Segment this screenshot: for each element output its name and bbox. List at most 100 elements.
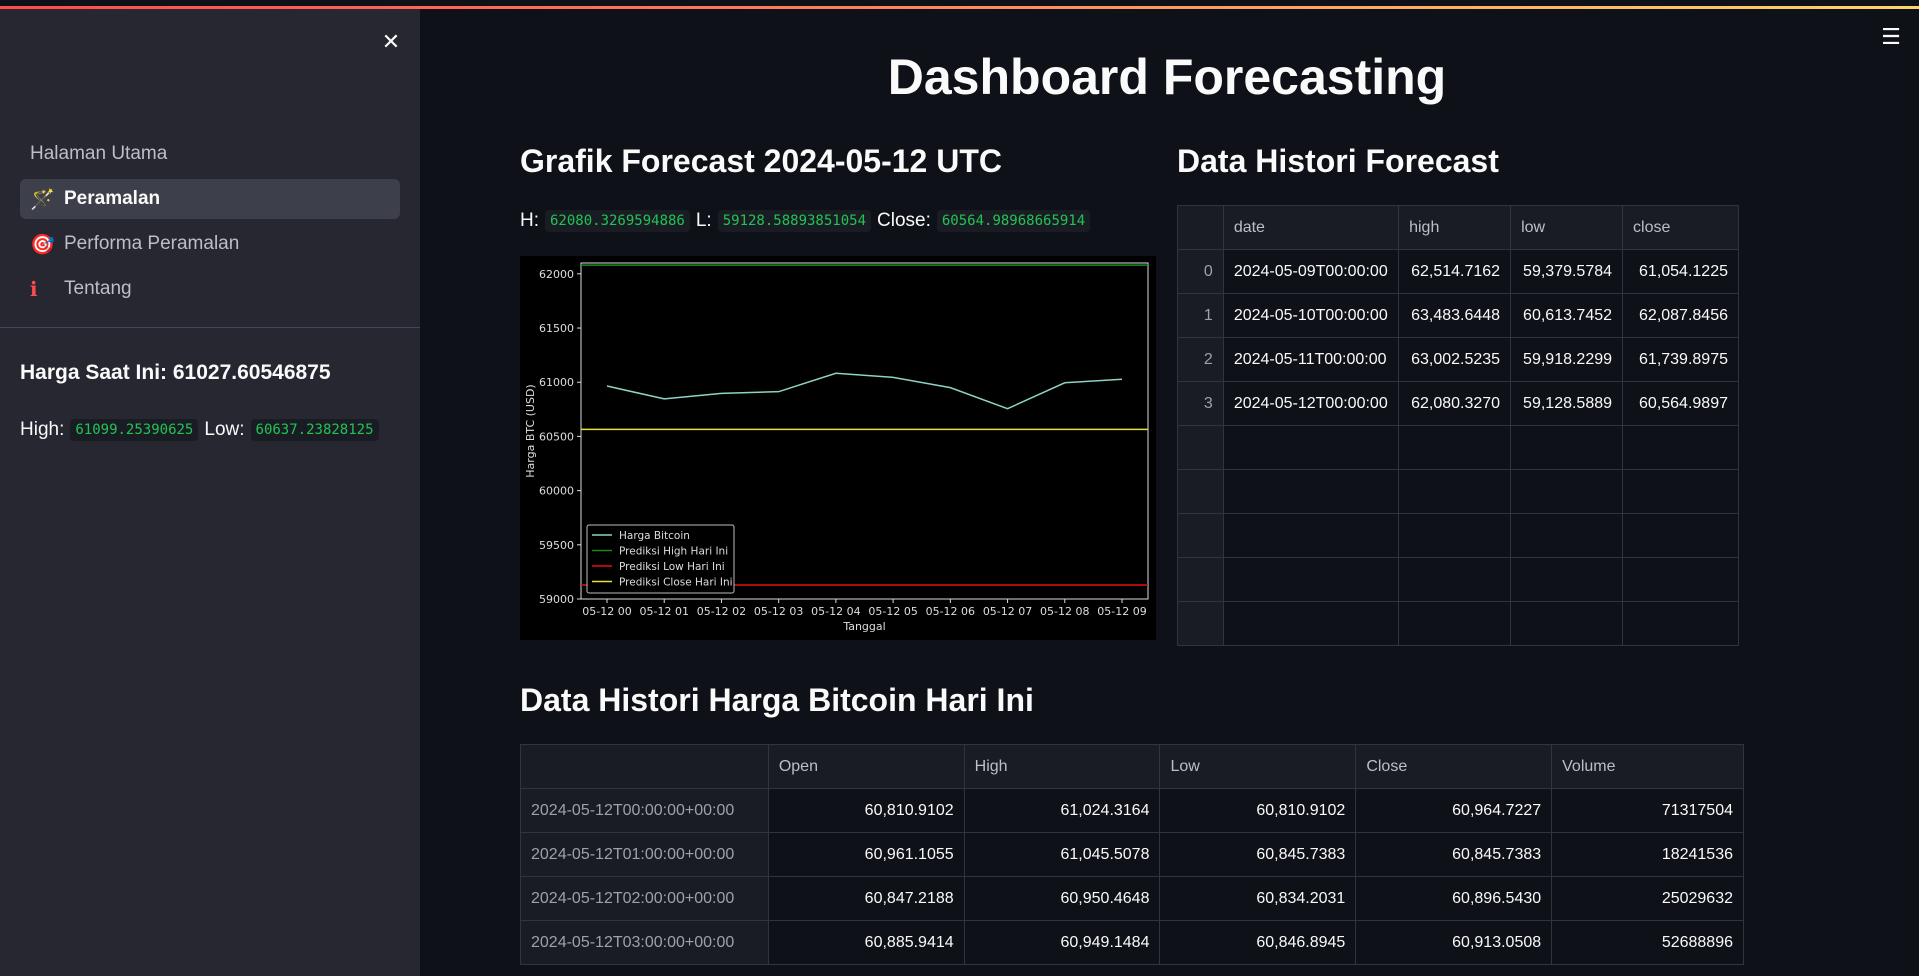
row-index: 2 [1177, 337, 1224, 382]
series-line-harga-bitcoin [606, 372, 1123, 410]
table-cell[interactable]: 61,045.5078 [963, 832, 1161, 877]
table-cell[interactable]: 60,564.9897 [1622, 381, 1739, 426]
empty-row [1177, 513, 1739, 558]
table-cell[interactable]: 62,087.8456 [1622, 293, 1739, 338]
x-tick-label: 05-12 04 [811, 605, 860, 618]
table-cell[interactable]: 60,949.1484 [963, 920, 1161, 965]
price-history-table: Open High Low Close Volume 2024-05-12T00… [520, 744, 1744, 965]
x-tick-label: 05-12 07 [983, 605, 1032, 618]
empty-row [1177, 469, 1739, 514]
empty-cell [1222, 425, 1400, 470]
column-header[interactable]: close [1622, 205, 1739, 250]
column-header[interactable] [1177, 205, 1224, 250]
table-cell[interactable]: 59,379.5784 [1510, 249, 1624, 294]
forecast-chart-title: Grafik Forecast 2024-05-12 UTC [520, 143, 1002, 179]
low-label: Low: [204, 419, 245, 440]
empty-row [1177, 557, 1739, 602]
table-cell[interactable]: 59,918.2299 [1510, 337, 1624, 382]
table-row: 2024-05-12T00:00:00+00:00 60,810.9102 61… [520, 788, 1744, 833]
legend-label: Prediksi Close Hari Ini [619, 577, 733, 589]
nav-item-performa-peramalan[interactable]: 🎯 Performa Peramalan [20, 224, 400, 264]
column-header[interactable]: Open [767, 744, 965, 789]
forecast-history-table: date high low close 0 2024-05-09T00:00:0… [1177, 205, 1739, 646]
table-cell[interactable]: 60,846.8945 [1159, 920, 1357, 965]
empty-cell [1177, 425, 1224, 470]
table-cell[interactable]: 52688896 [1551, 920, 1744, 965]
table-cell[interactable]: 59,128.5889 [1510, 381, 1624, 426]
table-cell[interactable]: 60,896.5430 [1355, 876, 1553, 921]
empty-cell [1222, 469, 1400, 514]
close-label: Close: [877, 210, 931, 231]
column-header[interactable]: Volume [1551, 744, 1744, 789]
current-price: Harga Saat Ini: 61027.60546875 [20, 361, 331, 384]
table-cell[interactable]: 60,845.7383 [1355, 832, 1553, 877]
table-cell[interactable]: 62,080.3270 [1398, 381, 1512, 426]
close-sidebar-button[interactable]: ✕ [376, 27, 406, 57]
table-header-row: date high low close [1177, 205, 1739, 250]
x-tick-label: 05-12 01 [639, 605, 688, 618]
empty-cell [1177, 469, 1224, 514]
table-cell[interactable]: 60,810.9102 [767, 788, 965, 833]
y-tick-label: 61000 [539, 376, 574, 389]
column-header[interactable]: high [1398, 205, 1512, 250]
table-cell[interactable]: 2024-05-09T00:00:00 [1222, 249, 1400, 294]
table-cell[interactable]: 60,810.9102 [1159, 788, 1357, 833]
x-tick-label: 05-12 00 [582, 605, 631, 618]
table-cell[interactable]: 63,002.5235 [1398, 337, 1512, 382]
table-cell[interactable]: 25029632 [1551, 876, 1744, 921]
sidebar: ✕ Halaman Utama 🪄 Peramalan 🎯 Performa P… [0, 9, 420, 976]
close-value: 60564.98968665914 [936, 210, 1091, 232]
empty-cell [1222, 601, 1400, 646]
table-cell[interactable]: 60,961.1055 [767, 832, 965, 877]
table-cell[interactable]: 2024-05-11T00:00:00 [1222, 337, 1400, 382]
table-cell[interactable]: 2024-05-12T00:00:00 [1222, 381, 1400, 426]
info-icon: ℹ [30, 278, 38, 301]
top-bar [0, 0, 1919, 9]
empty-row [1177, 425, 1739, 470]
nav-item-label: Peramalan [64, 188, 161, 209]
row-index: 2024-05-12T02:00:00+00:00 [520, 876, 769, 921]
table-cell[interactable]: 2024-05-10T00:00:00 [1222, 293, 1400, 338]
table-cell[interactable]: 60,885.9414 [767, 920, 965, 965]
table-cell[interactable]: 61,054.1225 [1622, 249, 1739, 294]
main-menu-button[interactable]: ☰ [1876, 24, 1906, 50]
table-cell[interactable]: 63,483.6448 [1398, 293, 1512, 338]
table-cell[interactable]: 61,024.3164 [963, 788, 1161, 833]
table-row: 2024-05-12T02:00:00+00:00 60,847.2188 60… [520, 876, 1744, 921]
x-tick-label: 05-12 03 [754, 605, 803, 618]
legend-label: Harga Bitcoin [619, 530, 690, 542]
nav-item-tentang[interactable]: ℹ Tentang [20, 269, 400, 309]
table-cell[interactable]: 60,845.7383 [1159, 832, 1357, 877]
column-header[interactable]: Low [1159, 744, 1357, 789]
empty-cell [1510, 469, 1624, 514]
column-header[interactable]: low [1510, 205, 1624, 250]
table-cell[interactable]: 60,613.7452 [1510, 293, 1624, 338]
nav-item-peramalan[interactable]: 🪄 Peramalan [20, 179, 400, 219]
table-row: 2 2024-05-11T00:00:00 63,002.5235 59,918… [1177, 337, 1739, 382]
column-header[interactable] [520, 744, 769, 789]
low-value: 60637.23828125 [250, 419, 379, 441]
empty-cell [1398, 513, 1512, 558]
table-cell[interactable]: 71317504 [1551, 788, 1744, 833]
column-header[interactable]: date [1222, 205, 1400, 250]
row-index: 2024-05-12T01:00:00+00:00 [520, 832, 769, 877]
empty-cell [1622, 601, 1739, 646]
row-index: 2024-05-12T03:00:00+00:00 [520, 920, 769, 965]
table-cell[interactable]: 62,514.7162 [1398, 249, 1512, 294]
table-cell[interactable]: 60,950.4648 [963, 876, 1161, 921]
table-cell[interactable]: 60,964.7227 [1355, 788, 1553, 833]
table-cell[interactable]: 60,847.2188 [767, 876, 965, 921]
page-title: Dashboard Forecasting [887, 49, 1447, 105]
table-cell[interactable]: 60,913.0508 [1355, 920, 1553, 965]
nav-item-label: Performa Peramalan [64, 233, 240, 254]
top-accent-line [0, 6, 1919, 9]
empty-cell [1622, 513, 1739, 558]
table-cell[interactable]: 18241536 [1551, 832, 1744, 877]
nav-item-halaman-utama[interactable]: Halaman Utama [20, 134, 400, 174]
column-header[interactable]: Close [1355, 744, 1553, 789]
table-cell[interactable]: 60,834.2031 [1159, 876, 1357, 921]
column-header[interactable]: High [963, 744, 1161, 789]
x-tick-label: 05-12 05 [868, 605, 917, 618]
empty-cell [1622, 469, 1739, 514]
table-cell[interactable]: 61,739.8975 [1622, 337, 1739, 382]
